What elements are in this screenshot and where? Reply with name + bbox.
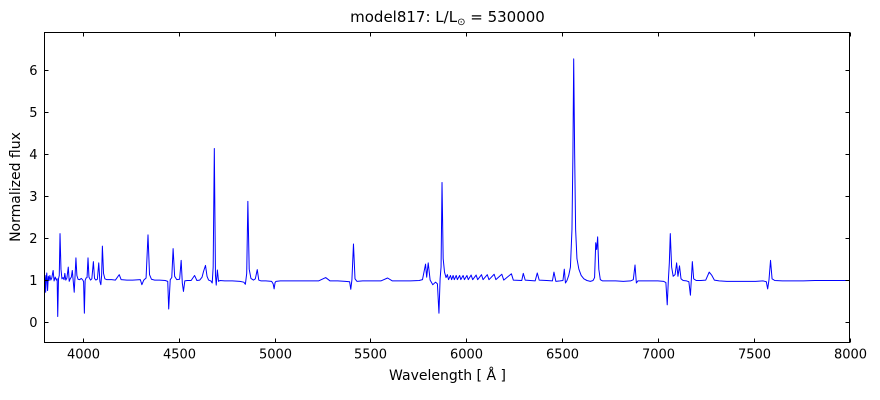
x-tick-label: 4500 <box>163 348 196 363</box>
y-tick-label: 6 <box>29 64 37 79</box>
y-tick-label: 1 <box>29 274 37 289</box>
x-tick-label: 6500 <box>546 348 579 363</box>
x-tick-label: 7000 <box>642 348 675 363</box>
x-tick-label: 5500 <box>354 348 387 363</box>
chart-title: model817: L/L⊙ = 530000 <box>45 8 850 28</box>
chart-title-suffix: = 530000 <box>465 8 545 26</box>
chart-title-prefix: model817: L/L <box>350 8 458 26</box>
x-tick-label: 7500 <box>738 348 771 363</box>
y-tick-label: 3 <box>29 190 37 205</box>
spectrum-line <box>44 58 850 318</box>
x-tick-label: 4000 <box>67 348 100 363</box>
y-tick-label: 0 <box>29 316 37 331</box>
axes-frame <box>44 32 850 343</box>
y-tick-label: 4 <box>29 148 37 163</box>
x-tick-label: 6000 <box>450 348 483 363</box>
x-tick-label: 8000 <box>834 348 867 363</box>
y-axis-label: Normalized flux <box>8 132 24 242</box>
solar-symbol-subscript: ⊙ <box>457 17 466 28</box>
y-tick-label: 5 <box>29 106 37 121</box>
y-tick-label: 2 <box>29 232 37 247</box>
x-tick-label: 5000 <box>259 348 292 363</box>
x-axis-label: Wavelength [ Å ] <box>389 368 506 384</box>
